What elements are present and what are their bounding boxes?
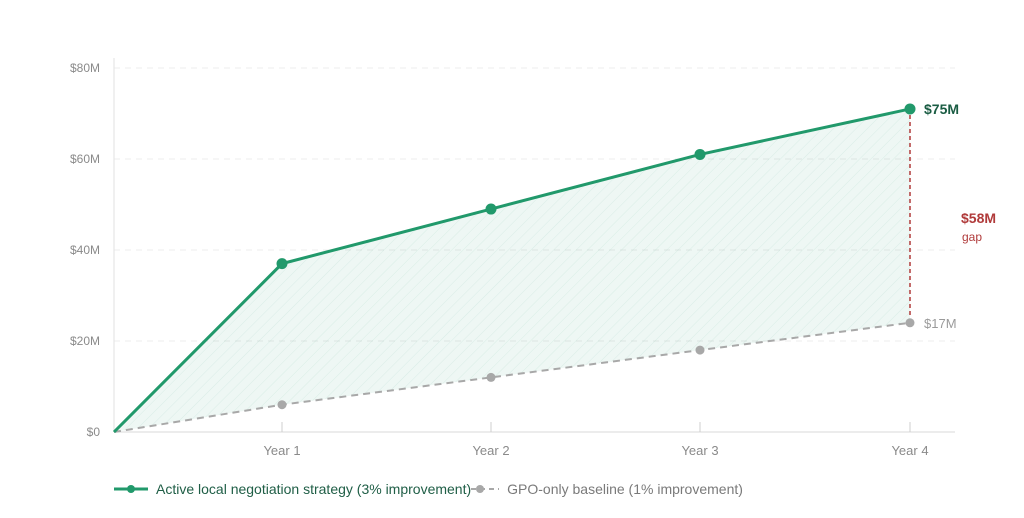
active-end-label: $75M	[924, 101, 959, 117]
y-tick-label: $0	[87, 425, 101, 439]
legend: Active local negotiation strategy (3% im…	[114, 481, 743, 497]
baseline-end-label: $17M	[924, 316, 957, 331]
legend-swatch-active-icon	[114, 485, 148, 493]
data-point-baseline	[277, 400, 287, 410]
annotations: $75M $17M $58M gap	[909, 101, 996, 331]
axes: $0 $20M $40M $60M $80M Year 1 Year 2 Year 3 Year…	[70, 58, 955, 458]
legend-swatch-baseline-icon	[471, 485, 500, 493]
data-point-active	[904, 103, 916, 115]
data-point-active	[694, 148, 706, 160]
y-tick-label: $80M	[70, 61, 100, 75]
series-line-baseline	[113, 321, 911, 433]
gap-area	[114, 108, 910, 432]
legend-label-active: Active local negotiation strategy (3% im…	[156, 481, 472, 497]
data-point-baseline	[695, 345, 705, 355]
series-lines	[112, 103, 916, 434]
x-tick-label: Year 3	[681, 443, 718, 458]
x-tick-label: Year 4	[891, 443, 928, 458]
legend-label-baseline: GPO-only baseline (1% improvement)	[507, 481, 743, 497]
legend-item-baseline: GPO-only baseline (1% improvement)	[471, 481, 743, 497]
y-tick-label: $40M	[70, 243, 100, 257]
y-tick-label: $20M	[70, 334, 100, 348]
gap-text-label: gap	[962, 230, 982, 244]
data-point-baseline	[905, 318, 915, 328]
gap-area-fill	[114, 108, 910, 432]
data-point-baseline	[486, 372, 496, 382]
legend-item-active: Active local negotiation strategy (3% im…	[114, 481, 471, 497]
data-point-active	[276, 258, 288, 270]
x-tick-label: Year 1	[263, 443, 300, 458]
x-tick-label: Year 2	[472, 443, 509, 458]
gap-value-label: $58M	[961, 210, 996, 226]
y-tick-label: $60M	[70, 152, 100, 166]
data-point-active	[485, 203, 497, 215]
